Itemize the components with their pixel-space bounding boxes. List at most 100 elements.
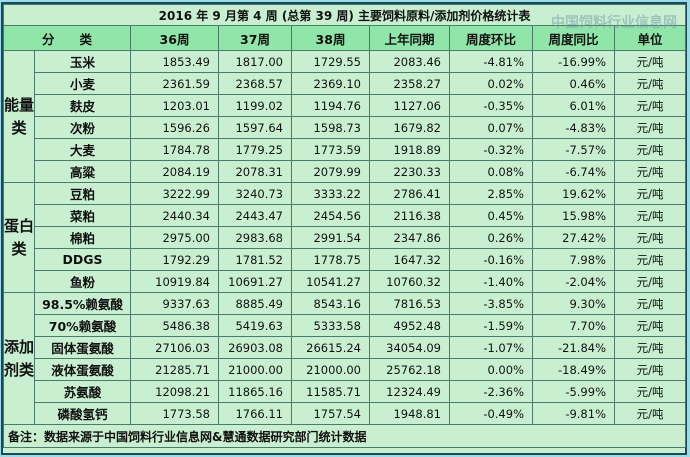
- yoy-change-cell: -16.99%: [532, 50, 615, 73]
- table-row: 蛋白类 豆粕 3222.99 3240.73 3333.22 2786.41 2.85% 19…: [3, 182, 687, 293]
- week-36-cell: 1853.49: [130, 50, 219, 73]
- yoy-change-cell: 6.01%: [532, 94, 615, 117]
- week-38-cell: 1194.76: [291, 94, 370, 117]
- table-row: 苏氨酸 12098.21 11865.16 11585.71 12324.49 -2.36…: [4, 380, 687, 403]
- yoy-change-cell: -7.57%: [532, 138, 615, 161]
- price-table: 2016 年 9 月第 4 周 (总第 39 周) 主要饲料原料/添加剂价格统计…: [2, 4, 687, 448]
- yoy-change-cell: -2.04%: [532, 270, 615, 293]
- wow-change-cell: -1.07%: [449, 336, 533, 359]
- yoy-change-cell: 0.46%: [532, 72, 615, 95]
- item-name-cell: 磷酸氢钙: [34, 402, 131, 425]
- unit-cell: 元/吨: [613, 182, 687, 205]
- week-36-cell: 9337.63: [130, 292, 219, 315]
- wow-change-cell: -1.59%: [449, 314, 533, 337]
- header-category: 分 类: [3, 25, 131, 51]
- week-37-cell: 11865.16: [218, 380, 292, 403]
- week-36-cell: 1784.78: [130, 138, 219, 161]
- wow-change-cell: 0.02%: [449, 72, 533, 95]
- item-name-cell: 70%赖氨酸: [34, 314, 131, 337]
- last-year-cell: 10760.32: [369, 270, 450, 293]
- week-36-cell: 1792.29: [130, 248, 219, 271]
- unit-cell: 元/吨: [613, 160, 687, 183]
- header-week-36: 36周: [130, 25, 219, 51]
- yoy-change-cell: 7.70%: [532, 314, 615, 337]
- last-year-cell: 12324.49: [369, 380, 450, 403]
- header-row: 分 类 36周 37周 38周 上年同期 周度环比 周度同比 单位: [3, 25, 687, 51]
- item-name-cell: 玉米: [34, 50, 131, 73]
- yoy-change-cell: -4.83%: [532, 116, 615, 139]
- yoy-change-cell: -6.74%: [532, 160, 615, 183]
- week-38-cell: 1598.73: [291, 116, 370, 139]
- unit-cell: 元/吨: [613, 402, 687, 425]
- category-protein: 蛋白类: [3, 182, 35, 293]
- last-year-cell: 2230.33: [369, 160, 450, 183]
- week-36-cell: 10919.84: [130, 270, 219, 293]
- table-row: 液体蛋氨酸 21285.71 21000.00 21000.00 25762.18 0.0…: [4, 358, 687, 381]
- category-energy: 能量类: [3, 50, 35, 183]
- table-row: 能量类 玉米 1853.49 1817.00 1729.55 2083.46 -4.81% -…: [3, 50, 687, 183]
- unit-cell: 元/吨: [613, 380, 687, 403]
- week-38-cell: 26615.24: [291, 336, 370, 359]
- week-38-cell: 2991.54: [291, 226, 370, 249]
- unit-cell: 元/吨: [613, 358, 687, 381]
- wow-change-cell: -3.85%: [449, 292, 533, 315]
- week-38-cell: 21000.00: [291, 358, 370, 381]
- table-row: 添加剂类 98.5%赖氨酸 9337.63 8885.49 8543.16 7816.53…: [3, 292, 687, 425]
- week-38-cell: 10541.27: [291, 270, 370, 293]
- table-row: 大麦 1784.78 1779.25 1773.59 1918.89 -0.32% -7.5…: [4, 138, 687, 161]
- item-name-cell: 鱼粉: [34, 270, 131, 293]
- wow-change-cell: -4.81%: [449, 50, 533, 73]
- yoy-change-cell: -18.49%: [532, 358, 615, 381]
- week-38-cell: 11585.71: [291, 380, 370, 403]
- table-row: 70%赖氨酸 5486.38 5419.63 5333.58 4952.48 -1.59%…: [4, 314, 687, 337]
- last-year-cell: 4952.48: [369, 314, 450, 337]
- title-row: 2016 年 9 月第 4 周 (总第 39 周) 主要饲料原料/添加剂价格统计…: [2, 4, 687, 26]
- item-name-cell: 小麦: [34, 72, 131, 95]
- week-38-cell: 8543.16: [291, 292, 370, 315]
- table-title: 2016 年 9 月第 4 周 (总第 39 周) 主要饲料原料/添加剂价格统计…: [2, 4, 687, 26]
- item-name-cell: 麸皮: [34, 94, 131, 117]
- header-last-year: 上年同期: [369, 25, 450, 51]
- week-36-cell: 1203.01: [130, 94, 219, 117]
- unit-cell: 元/吨: [613, 116, 687, 139]
- unit-cell: 元/吨: [613, 72, 687, 95]
- item-name-cell: 苏氨酸: [34, 380, 131, 403]
- unit-cell: 元/吨: [613, 314, 687, 337]
- unit-cell: 元/吨: [613, 292, 687, 315]
- unit-cell: 元/吨: [613, 204, 687, 227]
- week-38-cell: 1757.54: [291, 402, 370, 425]
- week-37-cell: 1766.11: [218, 402, 292, 425]
- unit-cell: 元/吨: [613, 248, 687, 271]
- last-year-cell: 1647.32: [369, 248, 450, 271]
- header-week-37: 37周: [218, 25, 292, 51]
- week-36-cell: 1773.58: [130, 402, 219, 425]
- week-37-cell: 2443.47: [218, 204, 292, 227]
- week-37-cell: 2078.31: [218, 160, 292, 183]
- header-week-38: 38周: [291, 25, 370, 51]
- unit-cell: 元/吨: [613, 50, 687, 73]
- unit-cell: 元/吨: [613, 226, 687, 249]
- week-36-cell: 2975.00: [130, 226, 219, 249]
- wow-change-cell: 2.85%: [449, 182, 533, 205]
- wow-change-cell: -0.35%: [449, 94, 533, 117]
- item-name-cell: 豆粕: [34, 182, 131, 205]
- item-name-cell: 高粱: [34, 160, 131, 183]
- table-note: 备注：数据来源于中国饲料行业信息网&慧通数据研究部门统计数据: [2, 424, 687, 448]
- wow-change-cell: -2.36%: [449, 380, 533, 403]
- week-37-cell: 1779.25: [218, 138, 292, 161]
- week-37-cell: 10691.27: [218, 270, 292, 293]
- week-37-cell: 5419.63: [218, 314, 292, 337]
- week-36-cell: 27106.03: [130, 336, 219, 359]
- week-38-cell: 2369.10: [291, 72, 370, 95]
- yoy-change-cell: 7.98%: [532, 248, 615, 271]
- week-38-cell: 1778.75: [291, 248, 370, 271]
- last-year-cell: 2083.46: [369, 50, 450, 73]
- week-36-cell: 2361.59: [130, 72, 219, 95]
- week-37-cell: 26903.08: [218, 336, 292, 359]
- item-name-cell: 98.5%赖氨酸: [34, 292, 131, 315]
- yoy-change-cell: -5.99%: [532, 380, 615, 403]
- unit-cell: 元/吨: [613, 270, 687, 293]
- week-38-cell: 5333.58: [291, 314, 370, 337]
- week-37-cell: 21000.00: [218, 358, 292, 381]
